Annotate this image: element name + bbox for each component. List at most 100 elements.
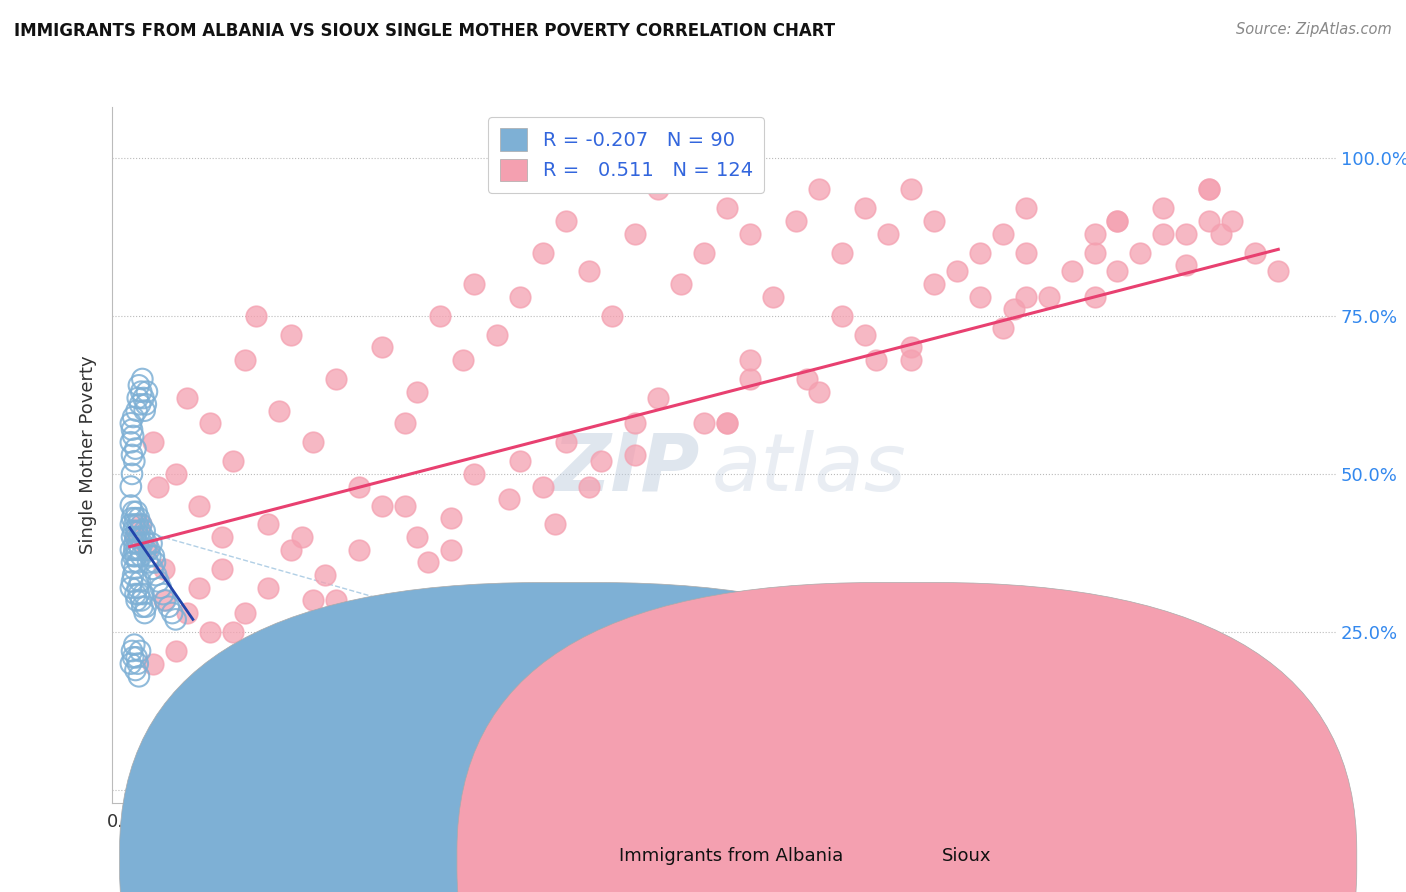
Point: [394, 417, 416, 431]
Point: [1209, 227, 1232, 241]
Point: [531, 479, 554, 493]
Point: [134, 403, 156, 417]
Point: [1107, 214, 1129, 228]
Point: [125, 505, 148, 519]
Point: [122, 505, 145, 519]
Point: [127, 391, 149, 405]
Point: [121, 467, 143, 481]
Point: [124, 511, 146, 525]
Text: IMMIGRANTS FROM ALBANIA VS SIOUX SINGLE MOTHER POVERTY CORRELATION CHART: IMMIGRANTS FROM ALBANIA VS SIOUX SINGLE …: [14, 22, 835, 40]
Point: [135, 542, 157, 557]
Point: [440, 542, 463, 557]
Point: [128, 511, 150, 525]
Legend: R = -0.207   N = 90, R =   0.511   N = 124: R = -0.207 N = 90, R = 0.511 N = 124: [488, 117, 765, 193]
Point: [134, 606, 156, 620]
Point: [122, 568, 145, 582]
Point: [302, 593, 325, 607]
Point: [132, 587, 155, 601]
Point: [624, 227, 647, 241]
Point: [157, 599, 180, 614]
Point: [796, 372, 818, 386]
Point: [1060, 264, 1083, 278]
Point: [589, 454, 612, 468]
Point: [129, 644, 152, 658]
Point: [451, 353, 474, 368]
Point: [124, 587, 146, 601]
Point: [122, 524, 145, 538]
Point: [291, 530, 314, 544]
Point: [127, 556, 149, 570]
Point: [120, 479, 142, 493]
Point: [142, 562, 165, 576]
Point: [148, 574, 170, 589]
Point: [142, 657, 165, 671]
Point: [1267, 264, 1289, 278]
Text: ZIP: ZIP: [553, 430, 700, 508]
Point: [187, 581, 209, 595]
Point: [738, 227, 761, 241]
Point: [969, 290, 991, 304]
Point: [371, 340, 394, 354]
Point: [124, 562, 146, 576]
Point: [945, 264, 967, 278]
Point: [1152, 201, 1174, 215]
Point: [922, 277, 945, 292]
Point: [1038, 290, 1060, 304]
Point: [128, 587, 150, 601]
Point: [121, 556, 143, 570]
Point: [134, 524, 156, 538]
Point: [125, 542, 148, 557]
Point: [120, 542, 142, 557]
Point: [280, 542, 302, 557]
Point: [128, 669, 150, 683]
Point: [233, 606, 256, 620]
Point: [1198, 182, 1220, 196]
Point: [143, 556, 166, 570]
Point: [129, 517, 152, 532]
Point: [198, 417, 221, 431]
Point: [624, 448, 647, 462]
Point: [127, 581, 149, 595]
Point: [125, 593, 148, 607]
Point: [876, 227, 898, 241]
Point: [1198, 214, 1220, 228]
Point: [155, 593, 177, 607]
Point: [149, 581, 172, 595]
Point: [1014, 245, 1036, 260]
Point: [716, 201, 738, 215]
Point: [1083, 227, 1105, 241]
Point: [145, 568, 167, 582]
Point: [124, 549, 146, 563]
Point: [222, 454, 245, 468]
Point: [853, 201, 876, 215]
Point: [1107, 264, 1129, 278]
Point: [831, 309, 853, 323]
Point: [831, 245, 853, 260]
Point: [1244, 245, 1267, 260]
Point: [738, 353, 761, 368]
Point: [991, 321, 1014, 335]
Point: [125, 403, 148, 417]
Point: [165, 644, 187, 658]
Point: [142, 549, 165, 563]
Point: [129, 384, 152, 399]
Point: [738, 372, 761, 386]
Point: [127, 536, 149, 550]
Point: [121, 511, 143, 525]
Point: [544, 517, 567, 532]
Text: Immigrants from Albania: Immigrants from Albania: [619, 847, 842, 865]
Point: [256, 581, 278, 595]
Point: [124, 638, 146, 652]
Point: [1014, 290, 1036, 304]
Point: [900, 353, 922, 368]
Point: [693, 417, 716, 431]
Point: [314, 568, 336, 582]
Point: [267, 403, 290, 417]
Point: [132, 530, 155, 544]
Point: [160, 606, 183, 620]
Point: [131, 372, 153, 386]
Point: [555, 435, 578, 450]
Point: [807, 182, 830, 196]
Point: [121, 423, 143, 437]
Point: [131, 599, 153, 614]
